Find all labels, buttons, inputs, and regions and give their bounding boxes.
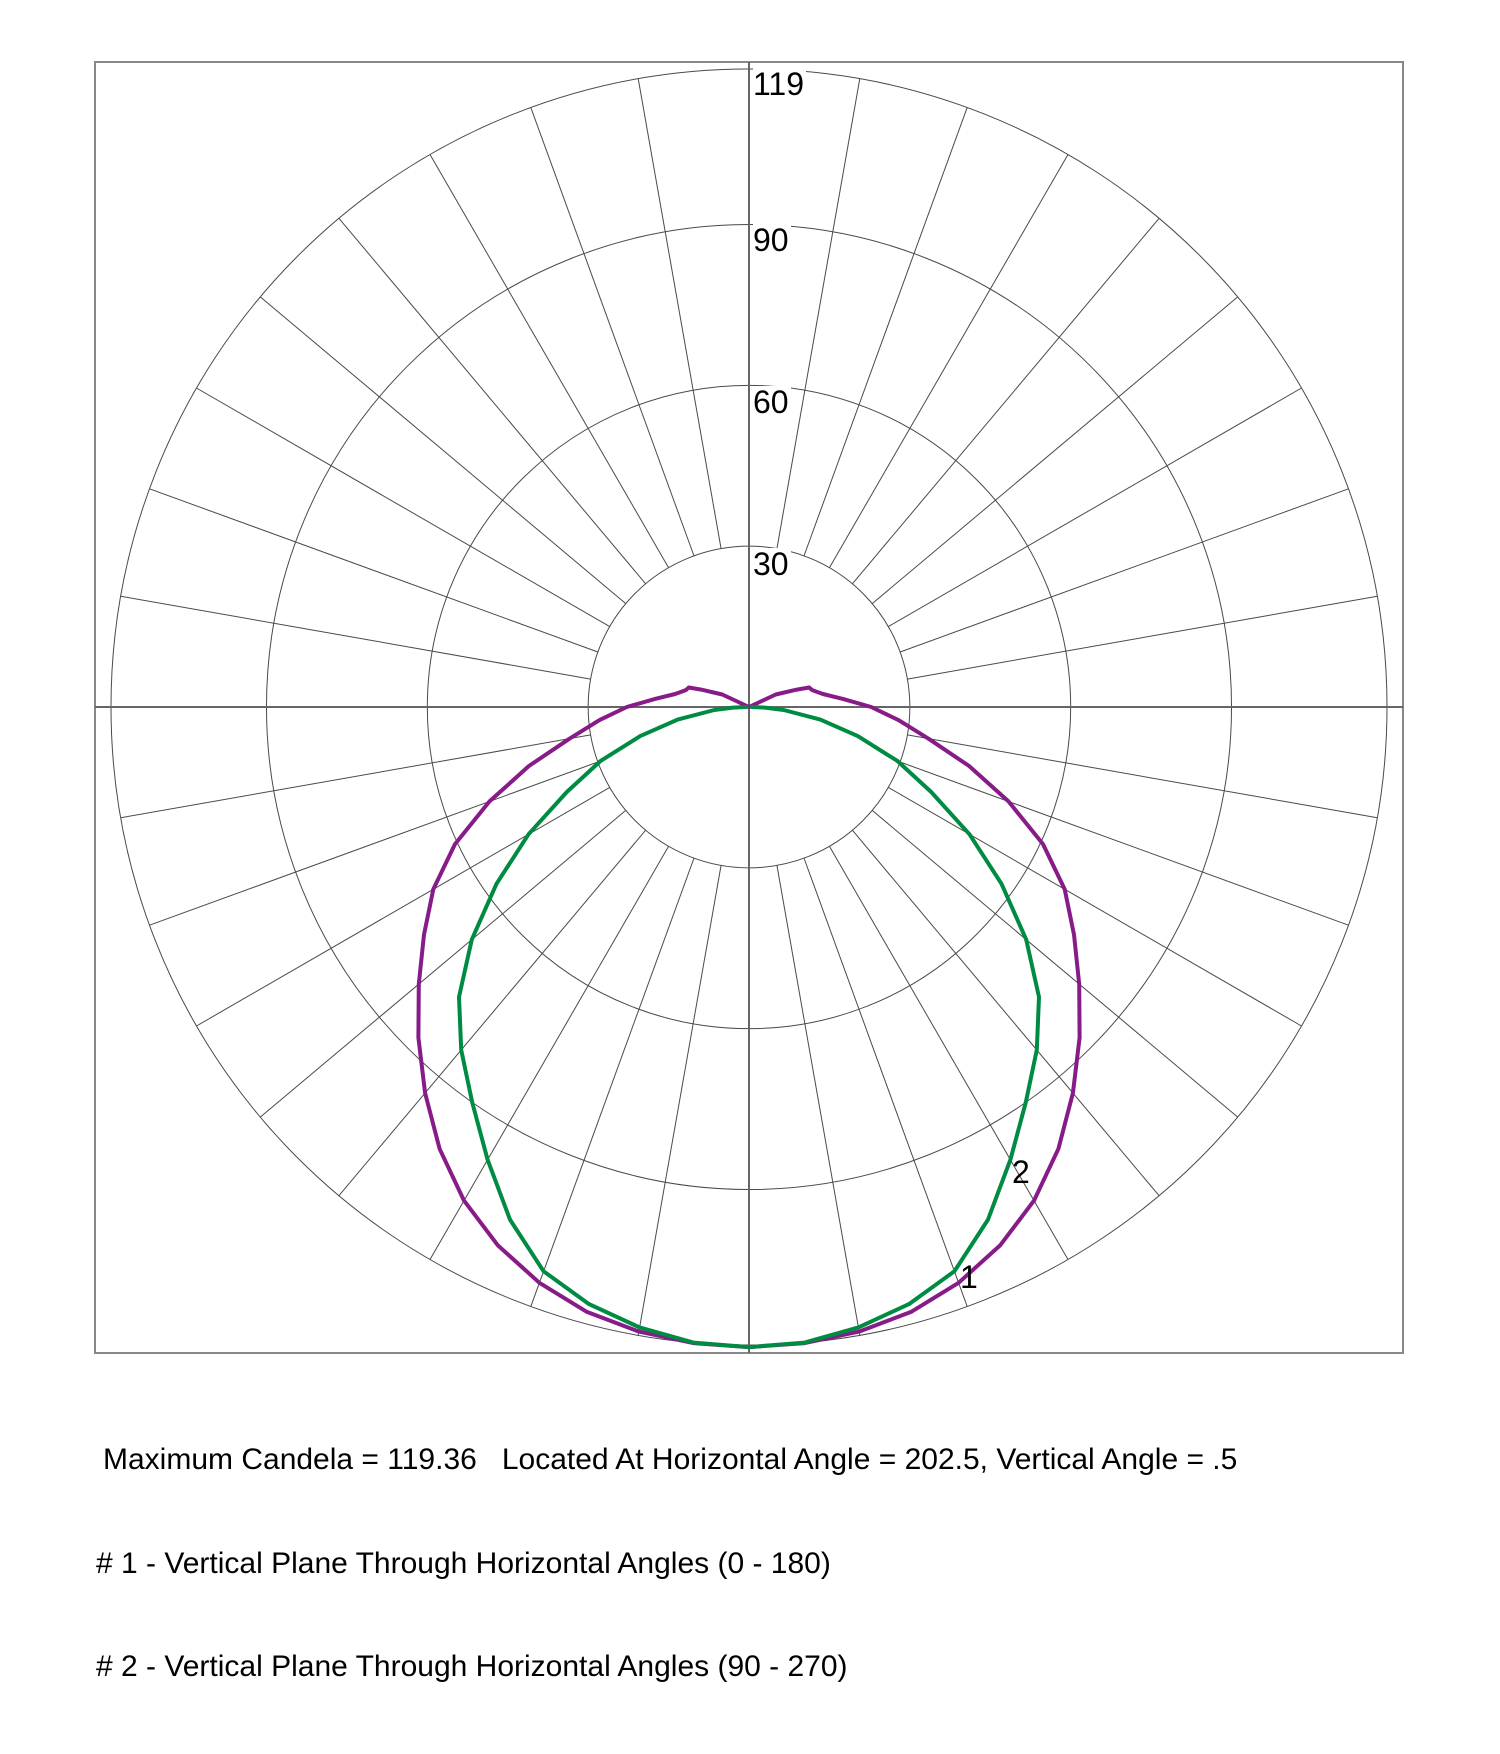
max-candela-line: Maximum Candela = 119.36 Located At Hori…: [103, 1443, 1238, 1476]
curve-label-2: 2: [1012, 1154, 1030, 1190]
ring-label-30: 30: [753, 546, 791, 582]
legend-line-2: # 2 - Vertical Plane Through Horizontal …: [96, 1650, 848, 1683]
ring-label-119: 119: [753, 66, 807, 102]
curve-label-1: 1: [960, 1259, 978, 1295]
ring-label-90: 90: [753, 222, 791, 258]
polar-grid-and-curves: [94, 61, 1404, 1354]
ring-label-60: 60: [753, 384, 791, 420]
legend-line-1: # 1 - Vertical Plane Through Horizontal …: [96, 1546, 831, 1580]
chart-footer: Maximum Candela = 119.36 Located At Hori…: [96, 1374, 1237, 1754]
